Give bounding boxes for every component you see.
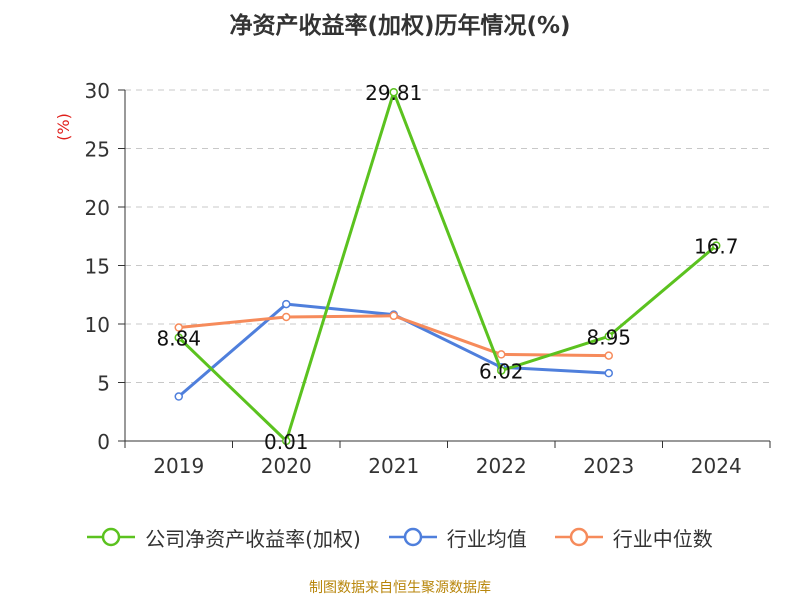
legend-line-circle-icon [87,527,136,547]
legend-label: 行业均值 [446,526,527,551]
data-label: 0.01 [264,430,309,454]
data-point [174,333,183,342]
data-point [174,392,183,401]
series-line [177,90,718,443]
data-point [389,87,398,97]
data-point [497,350,506,359]
legend-line-circle-icon [554,527,603,547]
y-tick-label: 20 [85,196,110,220]
data-point [282,299,291,309]
data-point [174,323,183,332]
data-point [389,311,398,321]
y-tick-label: 30 [85,79,110,103]
x-tick-label: 2021 [368,454,419,478]
y-tick-label: 25 [85,138,110,162]
legend-line-circle-icon [388,527,437,547]
data-point [604,332,613,341]
data-label: 6.02 [479,360,524,384]
chart-legend: 公司净资产收益率(加权) 行业均值 行业中位数 [0,520,800,554]
data-label: 16.7 [694,235,739,259]
data-label: 8.84 [156,327,201,351]
data-point [604,351,613,360]
data-point [604,368,613,378]
x-tick-label: 2019 [153,454,204,478]
data-point [712,241,721,250]
legend-item[interactable]: 行业中位数 [554,523,713,552]
data-point [282,312,291,322]
chart-title: 净资产收益率(加权)历年情况(%) [229,13,571,39]
x-tick-label: 2024 [691,454,742,478]
x-tick-label: 2023 [583,454,634,478]
x-tick-label: 2020 [261,454,312,478]
y-tick-label: 10 [85,313,110,337]
y-axis-label: (%) [54,113,73,141]
legend-label: 行业中位数 [612,526,713,551]
data-point [497,366,506,375]
legend-item[interactable]: 行业均值 [388,523,527,552]
y-tick-label: 5 [97,372,110,396]
data-source-note: 制图数据来自恒生聚源数据库 [309,580,491,596]
data-label: 8.95 [586,325,631,349]
y-tick-label: 15 [85,255,110,279]
series-line [178,314,609,358]
legend-item[interactable]: 公司净资产收益率(加权) [87,523,361,552]
data-point [282,436,291,446]
legend-label: 公司净资产收益率(加权) [145,526,361,551]
y-tick-label: 0 [97,430,110,454]
data-label: 29.81 [365,81,422,105]
x-tick-label: 2022 [476,454,527,478]
